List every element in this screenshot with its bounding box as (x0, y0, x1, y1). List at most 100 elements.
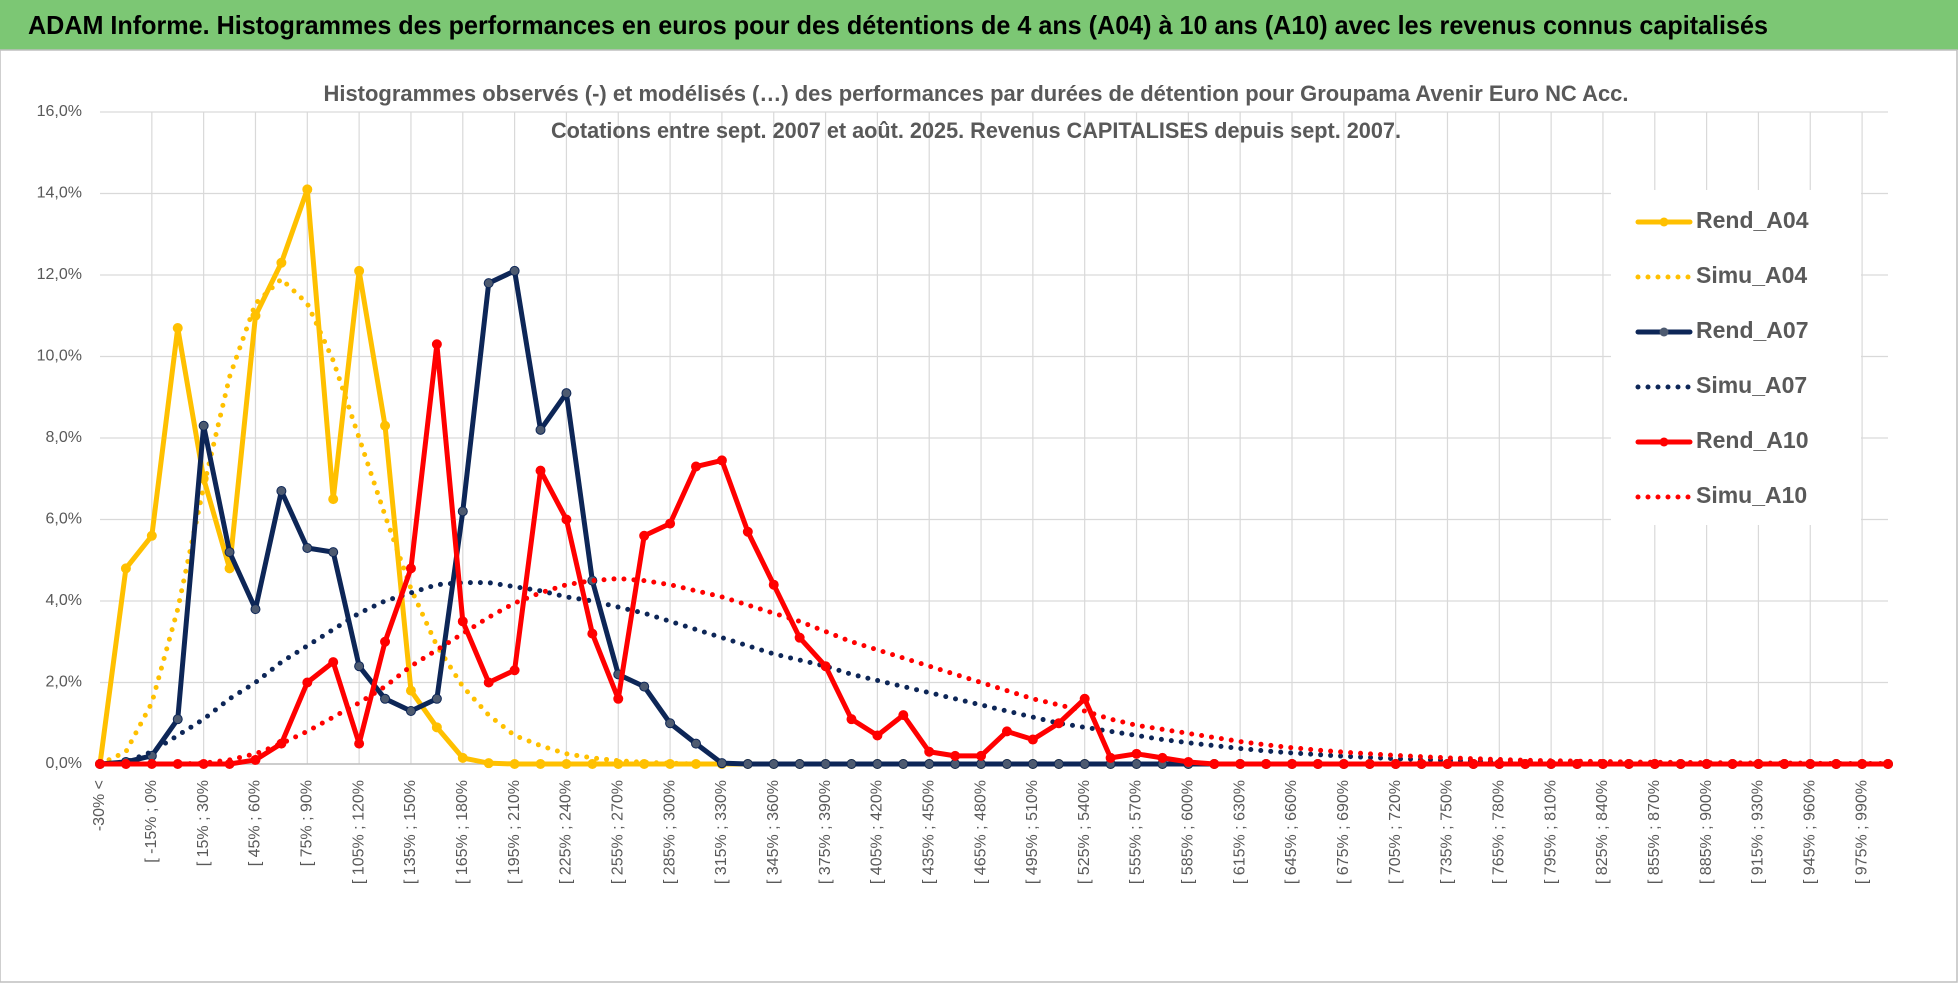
marker (1883, 759, 1893, 769)
marker (120, 563, 131, 574)
x-tick-label: [ 645% ; 660% (1283, 780, 1300, 884)
legend-marker (1659, 437, 1669, 447)
x-tick-label: [ 465% ; 480% (972, 780, 989, 884)
chart-subtitle: Cotations entre sept. 2007 et août. 2025… (551, 118, 1401, 143)
marker (354, 738, 365, 749)
legend-label: Rend_A07 (1696, 317, 1808, 343)
marker (561, 388, 572, 399)
marker (872, 730, 883, 741)
marker (172, 714, 183, 725)
marker (483, 278, 494, 289)
marker (405, 685, 416, 696)
marker (250, 310, 261, 321)
marker (483, 758, 494, 769)
line (97, 341, 1891, 767)
y-tick-label: 8,0% (46, 429, 82, 446)
x-tick-label: [ 195% ; 210% (506, 780, 523, 884)
x-tick-label: [ 585% ; 600% (1180, 780, 1197, 884)
x-tick-label: [ 75% ; 90% (299, 780, 316, 866)
marker (380, 693, 391, 704)
marker (846, 759, 857, 769)
marker (483, 677, 494, 688)
x-tick-label: [ 885% ; 900% (1698, 780, 1715, 884)
legend-marker (1659, 217, 1669, 227)
marker (328, 657, 339, 668)
marker (872, 759, 883, 769)
legend-label: Rend_A04 (1696, 207, 1809, 233)
marker (665, 518, 676, 529)
marker (1105, 752, 1116, 763)
page-title: ADAM Informe. Histogrammes des performan… (28, 10, 1768, 40)
y-tick-label: 4,0% (46, 592, 82, 609)
marker (639, 681, 650, 692)
marker (1468, 759, 1479, 769)
marker (1520, 759, 1531, 769)
plot (95, 184, 1893, 769)
y-tick-label: 6,0% (46, 511, 82, 528)
legend-label: Simu_A07 (1696, 372, 1807, 398)
marker (1053, 759, 1064, 769)
marker (431, 722, 442, 733)
marker (846, 714, 857, 725)
y-tick-label: 14,0% (37, 185, 82, 202)
x-tick-label: [ 825% ; 840% (1594, 780, 1611, 884)
marker (561, 514, 572, 525)
x-tick-label: [ 255% ; 270% (609, 780, 626, 884)
x-tick-label: [ 15% ; 30% (195, 780, 212, 866)
marker (172, 322, 183, 333)
marker (198, 420, 209, 431)
marker (509, 759, 520, 769)
marker (1027, 734, 1038, 745)
marker (898, 759, 909, 769)
x-tick-label: [ 45% ; 60% (247, 780, 264, 866)
marker (509, 265, 520, 276)
marker (328, 547, 339, 558)
x-tick-label: [ 705% ; 720% (1387, 780, 1404, 884)
marker (1001, 726, 1012, 737)
y-tick-label: 2,0% (46, 674, 82, 691)
x-tick-label: [ -15% ; 0% (143, 780, 160, 863)
dotted-line (97, 576, 1891, 767)
y-tick-label: 16,0% (37, 103, 82, 120)
marker (276, 485, 287, 496)
marker (1261, 759, 1272, 769)
marker (354, 661, 365, 672)
marker (820, 661, 831, 672)
marker (1390, 759, 1401, 769)
marker (457, 506, 468, 517)
marker (302, 184, 313, 195)
marker (1442, 759, 1453, 769)
marker (405, 563, 416, 574)
marker (535, 759, 546, 769)
marker (794, 632, 805, 643)
x-tick-label: [ 345% ; 360% (765, 780, 782, 884)
marker (587, 628, 598, 639)
marker (1131, 748, 1142, 759)
x-tick-label: [ 525% ; 540% (1076, 780, 1093, 884)
y-tick-label: 12,0% (37, 266, 82, 283)
marker (250, 754, 261, 765)
marker (691, 738, 701, 749)
marker (924, 746, 935, 757)
marker (380, 420, 391, 431)
marker (1338, 759, 1349, 769)
marker (691, 461, 701, 472)
marker (716, 455, 727, 466)
marker (146, 530, 157, 541)
legend-box (1611, 190, 1861, 525)
marker (1209, 759, 1220, 769)
x-tick-label: [ 945% ; 960% (1801, 780, 1818, 884)
marker (924, 759, 935, 769)
marker (742, 526, 753, 537)
marker (1079, 693, 1090, 704)
x-tick-label: [ 915% ; 930% (1750, 780, 1767, 884)
marker (1157, 752, 1168, 763)
y-tick-label: 10,0% (37, 348, 82, 365)
legend: Rend_A04 Simu_A04 Rend_A07 Simu_A07 Rend_A10… (1635, 207, 1809, 508)
x-tick-label: -30% < (91, 780, 108, 831)
marker (1183, 756, 1194, 767)
marker (1131, 759, 1142, 769)
marker (1001, 759, 1012, 769)
marker (354, 265, 365, 276)
